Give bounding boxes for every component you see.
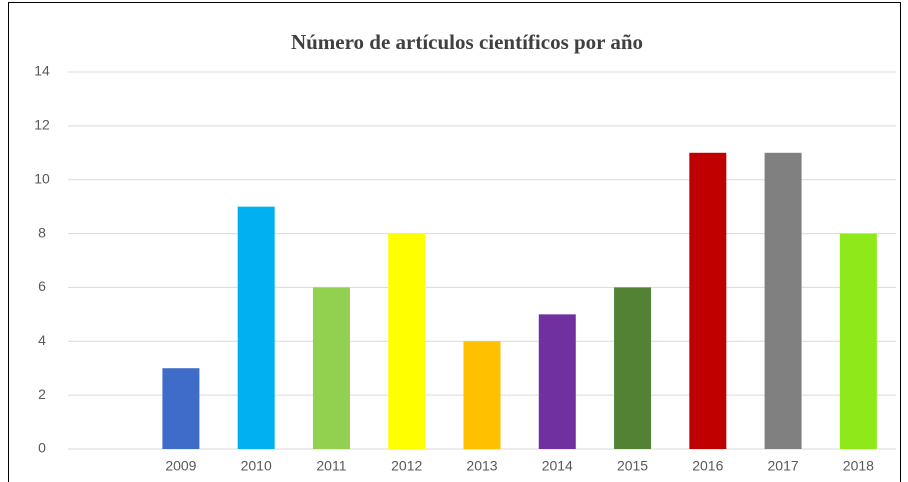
x-tick-label: 2011 — [316, 458, 346, 474]
y-tick-label: 10 — [34, 170, 50, 186]
y-tick-label: 8 — [38, 224, 46, 240]
y-tick-label: 6 — [38, 278, 46, 294]
bar — [538, 314, 576, 449]
x-tick-label: 2014 — [542, 458, 573, 474]
bar — [689, 152, 727, 450]
y-tick-label: 4 — [38, 332, 46, 348]
y-tick-label: 14 — [34, 63, 50, 79]
chart-frame — [8, 2, 901, 482]
bar — [463, 341, 501, 449]
bar — [237, 206, 275, 449]
x-tick-label: 2015 — [617, 458, 648, 474]
bar — [162, 368, 200, 449]
x-tick-label: 2012 — [391, 458, 422, 474]
y-tick-label: 2 — [38, 386, 46, 402]
x-tick-label: 2013 — [466, 458, 497, 474]
x-tick-label: 2009 — [165, 458, 196, 474]
bar — [388, 233, 426, 449]
x-tick-label: 2010 — [241, 458, 272, 474]
bar — [614, 287, 652, 449]
chart-title: Número de artículos científicos por año — [291, 30, 643, 54]
y-tick-label: 12 — [34, 117, 50, 133]
bar — [764, 152, 802, 450]
bar — [839, 233, 877, 449]
x-tick-label: 2016 — [692, 458, 723, 474]
x-tick-label: 2018 — [843, 458, 874, 474]
x-tick-label: 2017 — [768, 458, 799, 474]
bar — [312, 287, 350, 449]
y-tick-label: 0 — [38, 440, 46, 456]
